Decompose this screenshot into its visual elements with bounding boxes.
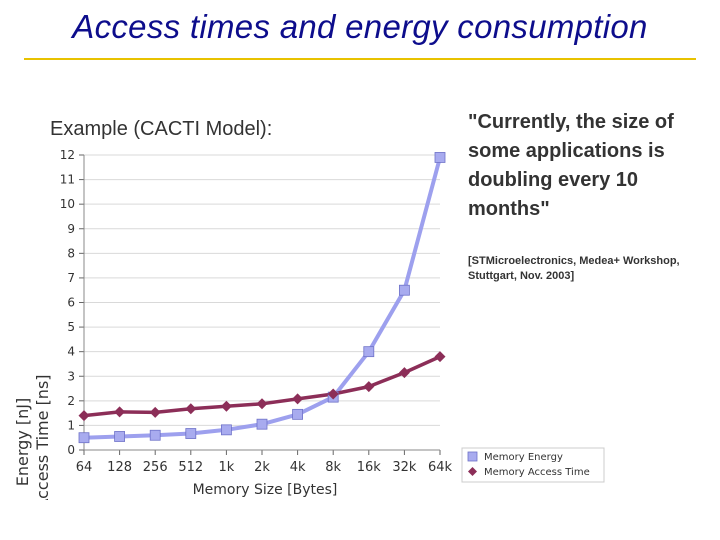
data-point-energy [186,429,196,439]
y-tick-label: 5 [67,320,75,334]
x-tick-label: 4k [290,460,306,475]
data-point-energy [364,347,374,357]
y-tick-label: 1 [67,418,75,432]
y-tick-label: 0 [67,443,75,457]
x-tick-label: 16k [357,460,382,475]
data-point-energy [115,431,125,441]
y-tick-label: 8 [67,246,75,260]
legend-label-energy: Memory Energy [484,452,563,463]
legend-label-access-time: Memory Access Time [484,467,590,478]
x-tick-label: 1k [218,460,234,475]
slide-title: Access times and energy consumption [0,8,720,46]
y-tick-label: 3 [67,369,75,383]
y-tick-label: 12 [60,148,75,162]
x-tick-label: 512 [178,460,203,475]
data-point-energy [150,430,160,440]
title-divider [24,58,696,60]
legend-marker-energy [468,452,477,461]
y-tick-label: 7 [67,271,75,285]
y-tick-label: 11 [60,173,75,187]
example-label: Example (CACTI Model): [50,118,272,141]
data-point-energy [257,419,267,429]
data-point-energy [221,425,231,435]
data-point-energy [293,409,303,419]
x-tick-label: 2k [254,460,270,475]
x-tick-label: 256 [143,460,168,475]
x-tick-label: 64k [428,460,453,475]
y-tick-label: 2 [67,394,75,408]
data-point-energy [399,285,409,295]
x-tick-label: 32k [392,460,417,475]
x-tick-labels: 64 128 256 512 1k 2k 4k 8k 16k 32k 64k [76,460,453,475]
y-axis-label-energy: Energy [nJ] [13,398,32,486]
y-axis-label-access-time: Access Time [ns] [33,374,52,500]
y-tick-label: 10 [60,197,75,211]
y-tick-label: 9 [67,222,75,236]
data-point-energy [435,152,445,162]
x-tick-label: 8k [325,460,341,475]
y-tick-label: 6 [67,296,75,310]
x-axis-label: Memory Size [Bytes] [193,482,338,498]
x-tick-label: 64 [76,460,93,475]
data-point-energy [79,433,89,443]
legend: Memory Energy Memory Access Time [462,448,604,482]
x-tick-label: 128 [107,460,132,475]
y-tick-label: 4 [67,345,75,359]
